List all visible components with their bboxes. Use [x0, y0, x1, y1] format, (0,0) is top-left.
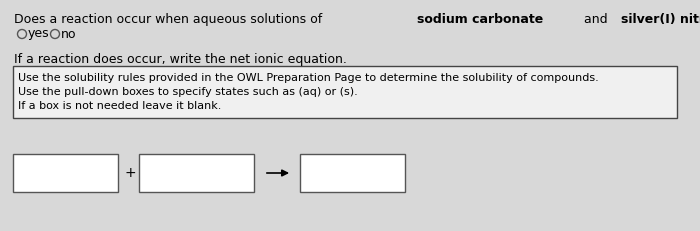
Text: If a reaction does occur, write the net ionic equation.: If a reaction does occur, write the net … [14, 53, 347, 66]
Text: silver(I) nitrate: silver(I) nitrate [621, 13, 700, 26]
Text: If a box is not needed leave it blank.: If a box is not needed leave it blank. [18, 101, 221, 111]
Text: Use the solubility rules provided in the OWL Preparation Page to determine the s: Use the solubility rules provided in the… [18, 73, 598, 83]
Text: +: + [125, 166, 136, 180]
Text: Use the pull-down boxes to specify states such as (aq) or (s).: Use the pull-down boxes to specify state… [18, 87, 358, 97]
Bar [300, 154, 405, 192]
Text: Does a reaction occur when aqueous solutions of: Does a reaction occur when aqueous solut… [14, 13, 326, 26]
Text: no: no [61, 27, 76, 40]
Text: sodium carbonate: sodium carbonate [417, 13, 543, 26]
Text: yes: yes [28, 27, 50, 40]
Text: and: and [580, 13, 611, 26]
Bar [13, 154, 118, 192]
Bar [139, 154, 254, 192]
Bar [13, 66, 677, 118]
